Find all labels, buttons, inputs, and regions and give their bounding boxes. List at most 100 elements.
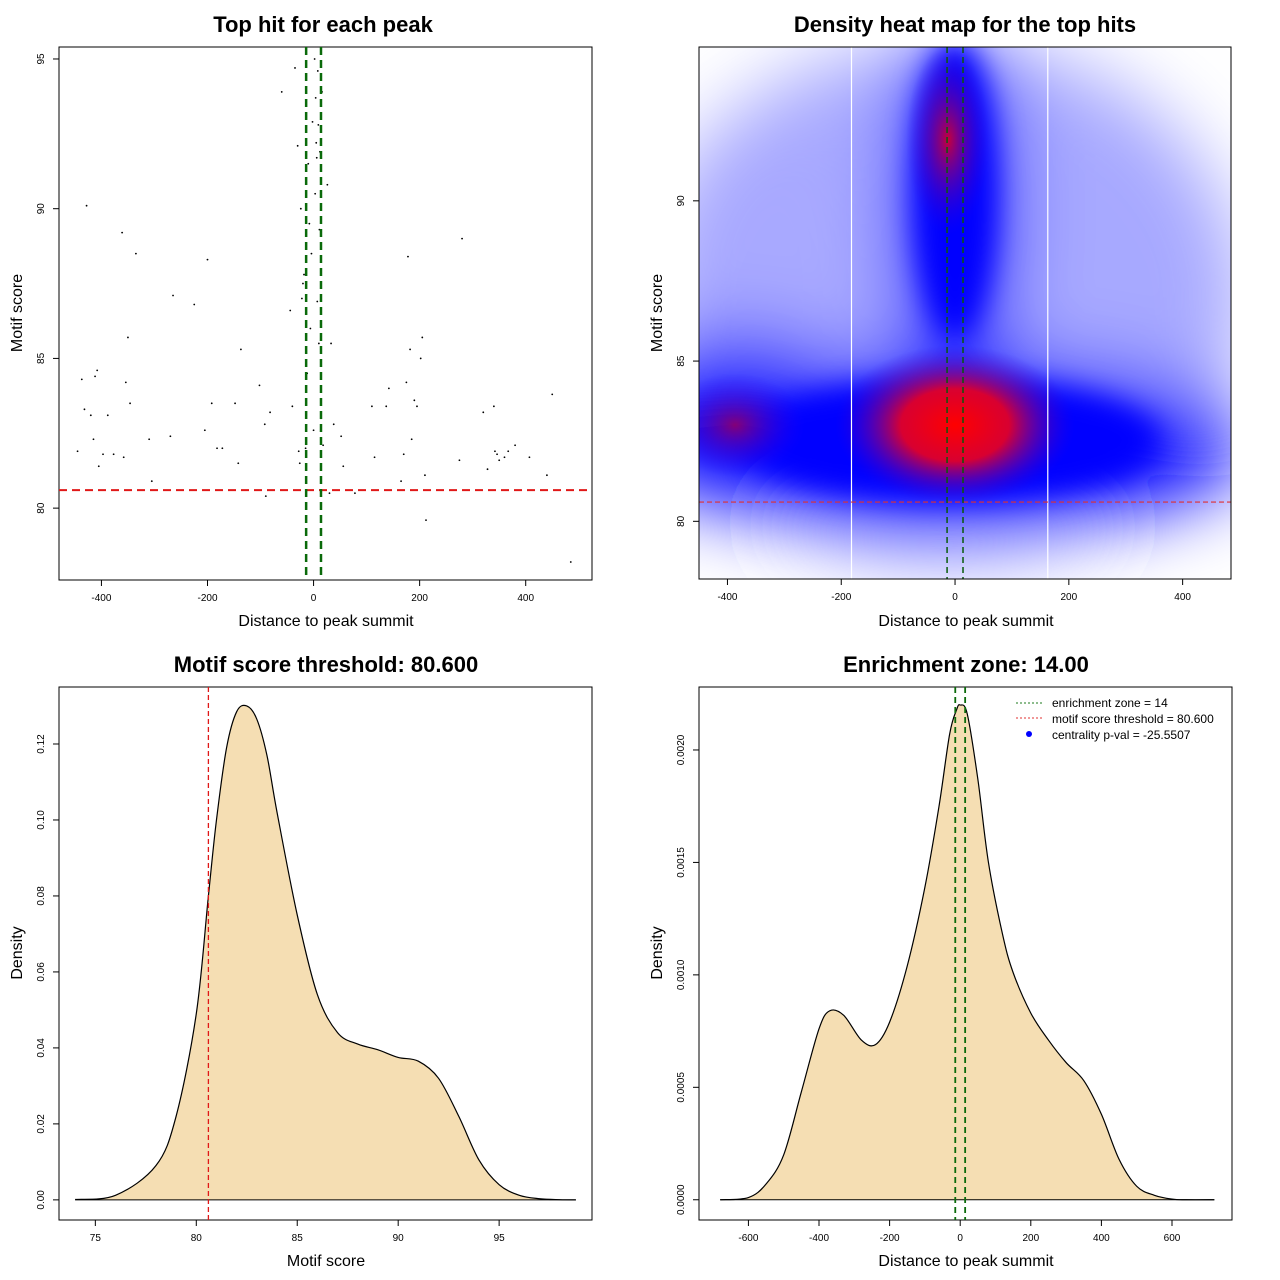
score-density-x-axis: 75 80 85 90 95: [90, 1220, 505, 1244]
scatter-point: [424, 474, 426, 477]
distance-density-title: Enrichment zone: 14.00: [843, 652, 1089, 677]
distance-density-y-tick-label: 0.0010: [676, 959, 687, 990]
scatter-point: [193, 303, 196, 306]
scatter-point: [310, 252, 313, 255]
distance-density-x-label: Distance to peak summit: [878, 1253, 1054, 1270]
scatter-y-tick-label: 95: [36, 53, 47, 65]
distance-density-curve-line: [720, 704, 1215, 1201]
scatter-point: [294, 67, 296, 69]
scatter-point: [309, 327, 312, 330]
scatter-point: [387, 387, 390, 390]
scatter-point: [330, 342, 332, 345]
scatter-point: [303, 273, 305, 276]
heatmap-x-tick-label: 0: [952, 592, 958, 603]
legend-pval-dot: [1026, 731, 1032, 737]
score-density-y-tick-label: 0.00: [36, 1190, 47, 1210]
scatter-point: [340, 435, 343, 438]
scatter-point: [458, 459, 461, 462]
heatmap-y-tick-label: 80: [676, 515, 687, 527]
scatter-point: [148, 438, 151, 441]
score-density-y-tick-label: 0.06: [36, 962, 47, 982]
scatter-point: [317, 123, 320, 126]
legend-enrichment-label: enrichment zone = 14: [1052, 696, 1168, 710]
scatter-point: [498, 459, 501, 462]
scatter-point: [402, 453, 405, 456]
scatter-point: [503, 456, 506, 459]
scatter-point: [413, 399, 416, 402]
scatter-point: [405, 381, 408, 384]
scatter-point: [96, 369, 99, 372]
scatter-point: [169, 435, 172, 438]
scatter-point: [85, 204, 88, 207]
score-density-y-tick-label: 0.10: [36, 810, 47, 830]
scatter-point: [316, 300, 319, 303]
scatter-point: [264, 495, 267, 498]
score-density-y-tick-label: 0.12: [36, 734, 47, 754]
scatter-point: [297, 450, 300, 453]
scatter-point: [280, 91, 283, 93]
scatter-x-label: Distance to peak summit: [238, 613, 414, 630]
scatter-point: [237, 462, 240, 465]
scatter-x-tick-label: -400: [91, 593, 111, 604]
scatter-y-tick-label: 80: [36, 502, 47, 514]
scatter-point: [482, 411, 485, 414]
scatter-point: [416, 405, 418, 408]
scatter-x-axis: -400 -200 0 200 400: [91, 580, 534, 604]
heatmap-x-tick-label: 400: [1174, 592, 1191, 603]
scatter-point: [371, 405, 373, 408]
scatter-point: [97, 465, 100, 468]
scatter-point: [528, 456, 531, 459]
scatter-point: [122, 456, 125, 459]
scatter-title: Top hit for each peak: [213, 12, 433, 37]
score-density-plot-frame: [58, 686, 593, 1221]
scatter-point: [291, 405, 294, 408]
scatter-threshold-lines: [59, 47, 592, 580]
score-density-area-fill: [75, 705, 576, 1200]
legend-pval-label: centrality p-val = -25.5507: [1052, 728, 1191, 742]
heatmap-x-tick-label: -200: [831, 592, 851, 603]
distance-density-x-tick-label: -600: [738, 1233, 758, 1244]
heatmap-hotspot-main: [835, 345, 1075, 505]
scatter-point: [332, 423, 335, 426]
score-density-panel: Motif score threshold: 80.600 75 80 85 90 95…: [9, 652, 593, 1270]
scatter-point: [203, 429, 206, 432]
distance-density-x-tick-label: -400: [809, 1233, 829, 1244]
scatter-point: [312, 429, 315, 432]
scatter-point: [289, 309, 292, 312]
scatter-point: [210, 402, 213, 405]
scatter-point: [385, 405, 388, 408]
scatter-y-label: Motif score: [9, 274, 26, 352]
scatter-point: [507, 450, 510, 453]
scatter-point: [307, 162, 310, 165]
scatter-point: [461, 237, 463, 240]
heatmap-density-field: [699, 47, 1231, 579]
scatter-point: [127, 336, 129, 339]
scatter-point: [326, 183, 329, 186]
scatter-point: [216, 447, 218, 450]
scatter-point: [425, 519, 427, 522]
distance-density-x-tick-label: -200: [880, 1233, 900, 1244]
scatter-point: [299, 207, 302, 210]
heatmap-title: Density heat map for the top hits: [794, 12, 1136, 37]
heatmap-plot-frame: [698, 46, 1232, 580]
scatter-x-tick-label: 200: [411, 593, 428, 604]
distance-density-y-tick-label: 0.0015: [676, 847, 687, 878]
heatmap-y-label: Motif score: [649, 274, 666, 352]
scatter-point: [92, 438, 95, 441]
scatter-point: [373, 456, 376, 459]
score-density-x-tick-label: 75: [90, 1233, 102, 1244]
heatmap-x-tick-label: 200: [1060, 592, 1077, 603]
heatmap-hotspot-top: [906, 47, 990, 235]
scatter-point: [315, 141, 318, 144]
scatter-point: [315, 156, 318, 159]
scatter-point: [298, 462, 301, 465]
scatter-point: [496, 453, 498, 456]
scatter-y-tick-label: 85: [36, 352, 47, 364]
score-density-title: Motif score threshold: 80.600: [174, 652, 478, 677]
distance-density-x-tick-label: 400: [1093, 1233, 1110, 1244]
heatmap-y-axis: 80 85 90: [676, 195, 699, 527]
scatter-point: [486, 468, 489, 471]
scatter-point: [135, 252, 137, 255]
scatter-point: [302, 282, 304, 285]
score-density-curve-line: [75, 704, 576, 1201]
